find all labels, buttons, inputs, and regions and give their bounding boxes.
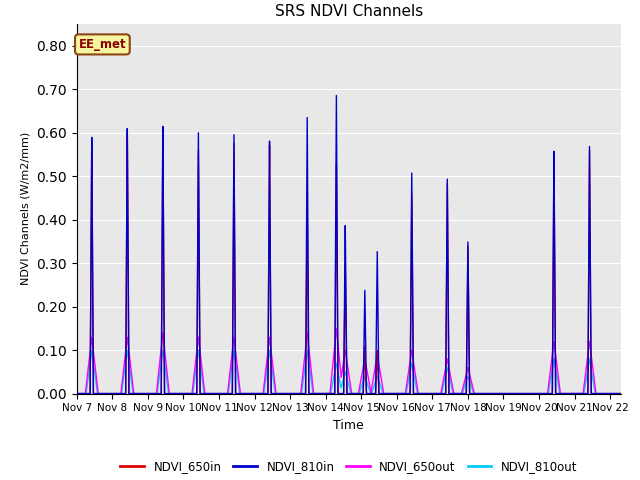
NDVI_810in — [395, 391, 403, 396]
NDVI_650in — [159, 128, 166, 133]
NDVI_650out — [617, 391, 625, 396]
NDVI_650in — [617, 391, 625, 396]
NDVI_650out — [506, 391, 513, 396]
NDVI_810out — [73, 391, 81, 396]
NDVI_810out — [270, 380, 278, 386]
NDVI_810out — [617, 391, 625, 396]
Text: EE_met: EE_met — [79, 38, 126, 51]
NDVI_810out — [476, 391, 484, 396]
NDVI_650out — [395, 391, 403, 396]
NDVI_810in — [476, 391, 484, 396]
NDVI_810in — [506, 391, 513, 396]
Y-axis label: NDVI Channels (W/m2/mm): NDVI Channels (W/m2/mm) — [20, 132, 31, 286]
NDVI_810out — [395, 391, 403, 396]
NDVI_650in — [73, 391, 81, 396]
Legend: NDVI_650in, NDVI_810in, NDVI_650out, NDVI_810out: NDVI_650in, NDVI_810in, NDVI_650out, NDV… — [116, 455, 582, 478]
NDVI_650out — [100, 391, 108, 396]
NDVI_650out — [419, 391, 426, 396]
NDVI_810out — [100, 391, 108, 396]
NDVI_650in — [100, 391, 108, 396]
NDVI_650in — [506, 391, 513, 396]
Title: SRS NDVI Channels: SRS NDVI Channels — [275, 4, 423, 19]
NDVI_810out — [195, 347, 202, 353]
NDVI_650in — [476, 391, 484, 396]
NDVI_810out — [419, 391, 426, 396]
NDVI_810in — [73, 391, 81, 396]
NDVI_650out — [270, 372, 278, 377]
NDVI_650out — [73, 391, 81, 396]
Line: NDVI_810in: NDVI_810in — [77, 96, 621, 394]
NDVI_650out — [333, 326, 340, 332]
NDVI_810in — [333, 93, 340, 98]
NDVI_810out — [506, 391, 513, 396]
X-axis label: Time: Time — [333, 419, 364, 432]
NDVI_650in — [419, 391, 426, 396]
Line: NDVI_810out: NDVI_810out — [77, 350, 621, 394]
Line: NDVI_650out: NDVI_650out — [77, 329, 621, 394]
NDVI_650in — [395, 391, 403, 396]
NDVI_810in — [270, 391, 278, 396]
NDVI_810in — [617, 391, 625, 396]
NDVI_650in — [270, 391, 278, 396]
NDVI_650out — [476, 391, 484, 396]
NDVI_810in — [419, 391, 426, 396]
NDVI_810in — [100, 391, 108, 396]
Line: NDVI_650in: NDVI_650in — [77, 131, 621, 394]
